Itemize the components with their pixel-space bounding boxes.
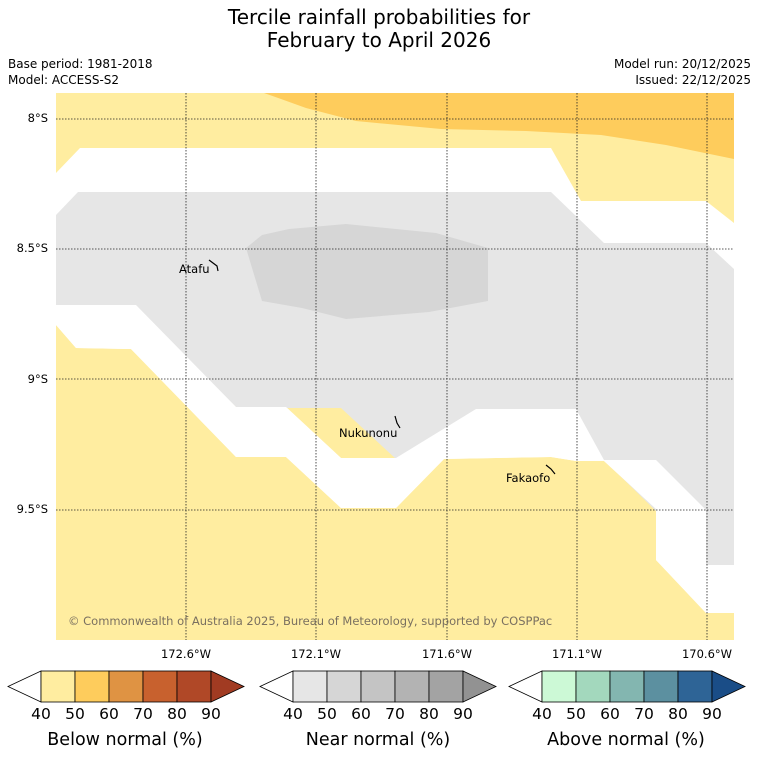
below-normal-60-region (264, 93, 734, 159)
colorbar-below-swatch (108, 670, 144, 703)
colorbar-below-tick-label: 40 (31, 705, 51, 723)
colorbar-near-high-arrow (462, 670, 497, 703)
colorbar-above-swatch (677, 670, 713, 703)
colorbar-title-above: Above normal (%) (547, 730, 705, 750)
colorbar-below-high-arrow (210, 670, 245, 703)
colorbar-above-tick-label: 50 (566, 705, 586, 723)
colorbar-near-tick-label: 70 (385, 705, 405, 723)
colorbar-near-tick-label: 50 (317, 705, 337, 723)
colorbar-above-swatch (541, 670, 577, 703)
colorbar-near-swatch (428, 670, 464, 703)
colorbar-title-below: Below normal (%) (47, 730, 203, 750)
forecast-map (56, 93, 734, 640)
colorbar-near (259, 670, 497, 703)
colorbar-above-tick-label: 40 (532, 705, 552, 723)
colorbar-above-high-arrow (711, 670, 746, 703)
lat-label-9-5s: 9.5°S (16, 502, 48, 516)
colorbar-near-swatch (326, 670, 362, 703)
colorbar-below-tick-label: 70 (133, 705, 153, 723)
colorbar-below-swatch (142, 670, 178, 703)
near-normal-40-region (56, 192, 734, 565)
colorbar-above-swatch (575, 670, 611, 703)
colorbar-below-swatch (40, 670, 76, 703)
colorbar-near-tick-label: 40 (283, 705, 303, 723)
lat-label-8-5s: 8.5°S (16, 241, 48, 255)
lon-label-172-1w: 172.1°W (290, 647, 342, 661)
place-label-nukunonu: Nukunonu (339, 426, 398, 440)
colorbar-above-swatch (643, 670, 679, 703)
issued-date: Issued: 22/12/2025 (635, 73, 751, 87)
lon-label-171-6w: 171.6°W (421, 647, 473, 661)
colorbar-near-tick-label: 60 (351, 705, 371, 723)
colorbar-near-tick-label: 80 (419, 705, 439, 723)
colorbar-above-tick-label: 80 (668, 705, 688, 723)
model-run: Model run: 20/12/2025 (613, 57, 751, 71)
map-title-line2: February to April 2026 (266, 28, 492, 52)
colorbar-above-tick-label: 60 (600, 705, 620, 723)
lon-label-171-1w: 171.1°W (551, 647, 603, 661)
graticule (56, 93, 734, 640)
base-period: Base period: 1981-2018 (8, 57, 153, 71)
colorbar-above (508, 670, 746, 703)
map-title-line1: Tercile rainfall probabilities for (227, 5, 531, 29)
fakaofo-marker (545, 464, 556, 475)
colorbar-below-low-arrow (7, 670, 42, 703)
colorbar-below (7, 670, 245, 703)
near-normal-gap (56, 305, 734, 613)
place-label-fakaofo: Fakaofo (506, 471, 551, 485)
lon-label-170-6w: 170.6°W (681, 647, 733, 661)
colorbar-below-tick-label: 80 (167, 705, 187, 723)
nukunonu-marker (394, 415, 401, 429)
colorbar-title-near: Near normal (%) (305, 730, 451, 750)
colorbars (7, 670, 746, 703)
colorbar-near-tick-label: 90 (453, 705, 473, 723)
near-normal-50-region (246, 224, 488, 319)
colorbar-near-swatch (394, 670, 430, 703)
lat-label-8s: 8°S (27, 111, 48, 125)
colorbar-above-tick-label: 70 (634, 705, 654, 723)
colorbar-below-tick-label: 90 (201, 705, 221, 723)
colorbar-near-swatch (292, 670, 328, 703)
colorbar-above-swatch (609, 670, 645, 703)
lon-label-172-6w: 172.6°W (160, 647, 212, 661)
lat-label-9s: 9°S (27, 372, 48, 386)
colorbar-below-tick-label: 60 (99, 705, 119, 723)
place-label-atafu: Atafu (179, 262, 210, 276)
colorbar-below-swatch (74, 670, 110, 703)
colorbar-near-low-arrow (259, 670, 294, 703)
colorbar-near-swatch (360, 670, 396, 703)
model-name: Model: ACCESS-S2 (8, 73, 120, 87)
colorbar-below-swatch (176, 670, 212, 703)
copyright-notice: © Commonwealth of Australia 2025, Bureau… (68, 614, 553, 628)
colorbar-below-tick-label: 50 (65, 705, 85, 723)
colorbar-above-tick-label: 90 (702, 705, 722, 723)
colorbar-above-low-arrow (508, 670, 543, 703)
atafu-marker (208, 259, 219, 272)
